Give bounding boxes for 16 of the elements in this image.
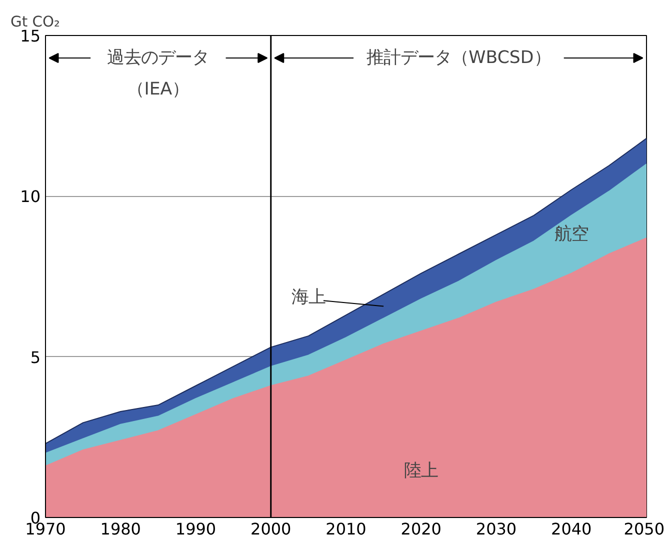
series-label: 海上 [291, 287, 326, 308]
y-tick-label: 10 [20, 187, 40, 206]
x-tick-label: 2000 [250, 520, 292, 537]
x-tick-label: 2010 [326, 520, 366, 537]
y-tick-label: 5 [30, 348, 41, 367]
annotation: （IEA） [127, 79, 190, 100]
x-tick-label: 1990 [175, 520, 216, 537]
x-tick-label: 2050 [624, 520, 664, 537]
x-tick-label: 1980 [100, 520, 141, 537]
x-tick-label: 2020 [400, 520, 442, 537]
annotation: 推計データ（WBCSD） [366, 48, 551, 68]
series-label: 航空 [554, 224, 588, 245]
annotation: 過去のデータ [107, 48, 210, 68]
series-label: 陸上 [404, 460, 438, 481]
x-tick-label: 2040 [551, 520, 592, 537]
x-tick-label: 2030 [476, 520, 517, 537]
